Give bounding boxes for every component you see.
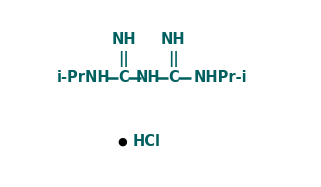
Text: HCl: HCl (133, 134, 161, 149)
Text: i-PrNH: i-PrNH (57, 70, 110, 85)
Text: NH: NH (111, 32, 136, 47)
Text: C: C (168, 70, 178, 85)
Text: ||: || (118, 51, 129, 67)
Text: NHPr-i: NHPr-i (194, 70, 247, 85)
Text: C: C (118, 70, 129, 85)
Text: ||: || (168, 51, 178, 67)
Text: NH: NH (136, 70, 160, 85)
Text: ●: ● (117, 137, 127, 147)
Text: NH: NH (161, 32, 186, 47)
